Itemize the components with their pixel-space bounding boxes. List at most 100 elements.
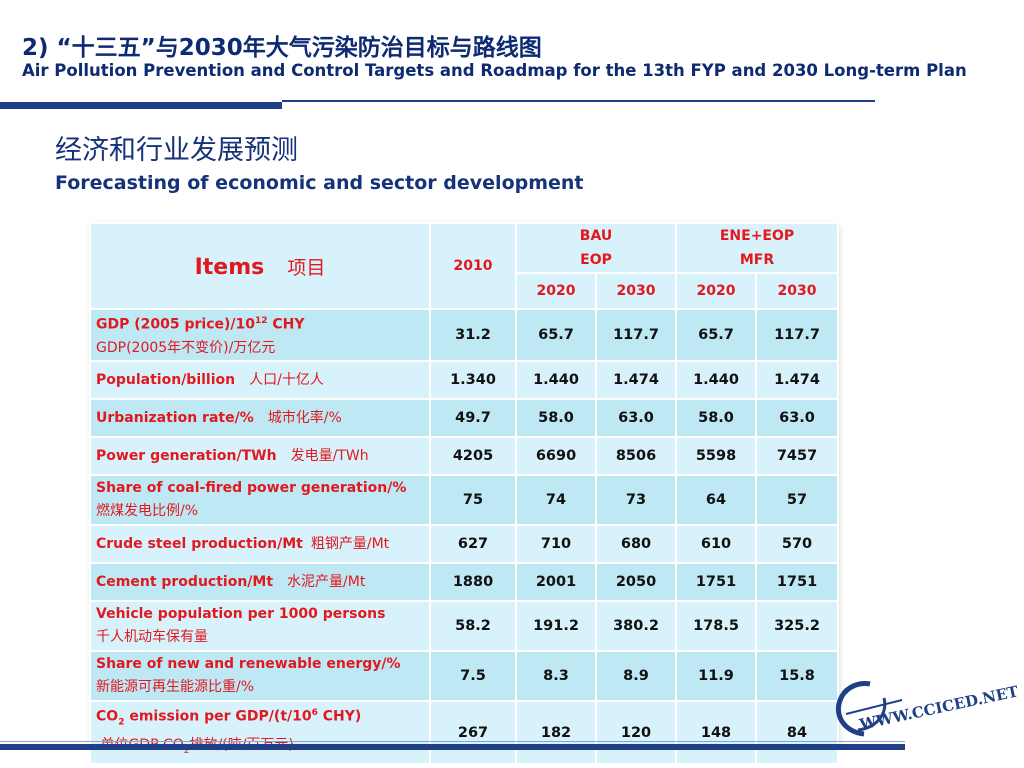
scenario-bau-line1: BAU (579, 228, 613, 244)
footer-rule-thin (0, 741, 905, 742)
row-label-zh: 燃煤发电比例/% (96, 503, 199, 519)
row-label-zh: 新能源可再生能源比重/% (96, 679, 255, 695)
scenario-ene-line2: MFR (739, 252, 775, 268)
row-label-zh: 粗钢产量/Mt (310, 535, 390, 552)
scenario-bau-header: BAU EOP (514, 222, 678, 274)
row-label-en-text: CHY (267, 316, 305, 333)
cell-value: 1880 (429, 562, 517, 602)
year-header: 2020 (515, 272, 597, 310)
section-title-en: Forecasting of economic and sector devel… (55, 172, 584, 194)
row-label-zh: 水泥产量/Mt (287, 573, 366, 590)
cell-value: 1.440 (675, 360, 758, 400)
cell-value: 710 (515, 524, 597, 564)
year-header: 2030 (755, 272, 840, 310)
table-row: Power generation/TWh 发电量/TWh 4205 6690 85… (89, 436, 840, 476)
table-row: CO2 emission per GDP/(t/106 CHY) 单位GDP C… (89, 699, 840, 766)
cell-value: 8.3 (515, 650, 597, 702)
cell-value: 11.9 (675, 650, 758, 702)
cell-value: 1.474 (594, 360, 678, 400)
row-label-en-sup: 12 (255, 316, 268, 327)
row-label: Vehicle population per 1000 persons 千人机动… (89, 600, 431, 652)
forecast-table: Items 项目 2010 BAU EOP ENE+EOP MFR 2020 2… (89, 222, 840, 766)
row-label-en-text: CO (96, 708, 119, 725)
table-row: GDP (2005 price)/1012 CHY GDP(2005年不变价)/… (89, 308, 840, 362)
cell-value: 5598 (675, 436, 758, 476)
title-divider-thick (0, 102, 282, 109)
cell-value: 267 (429, 699, 517, 766)
cell-value: 58.0 (675, 398, 758, 438)
table-row: Cement production/Mt 水泥产量/Mt 1880 2001 20… (89, 562, 840, 602)
cell-value: 610 (675, 524, 758, 564)
cell-value: 74 (515, 474, 597, 526)
row-label: GDP (2005 price)/1012 CHY GDP(2005年不变价)/… (89, 308, 431, 362)
row-label: Cement production/Mt 水泥产量/Mt (89, 562, 431, 602)
row-label-en-text: emission per GDP/(t/10 (124, 708, 312, 725)
cell-value: 8.9 (594, 650, 678, 702)
year-header: 2020 (675, 272, 758, 310)
row-label-zh: 发电量/TWh (290, 447, 369, 464)
cell-value: 57 (755, 474, 840, 526)
cell-value: 117.7 (755, 308, 840, 362)
cell-value: 6690 (515, 436, 597, 476)
cell-value: 2050 (594, 562, 678, 602)
items-header: Items 项目 (89, 222, 431, 310)
cell-value: 1751 (755, 562, 840, 602)
row-label-en-sub: 2 (118, 717, 125, 728)
cell-value: 178.5 (675, 600, 758, 652)
cell-value: 1.340 (429, 360, 517, 400)
cell-value: 148 (675, 699, 758, 766)
items-header-zh: 项目 (287, 256, 326, 279)
cell-value: 63.0 (755, 398, 840, 438)
cell-value: 7.5 (429, 650, 517, 702)
row-label-en: Population/billion (96, 371, 236, 388)
row-label: Share of coal-fired power generation/% 燃… (89, 474, 431, 526)
cell-value: 1.474 (755, 360, 840, 400)
items-header-en: Items (194, 254, 265, 280)
cell-value: 65.7 (675, 308, 758, 362)
row-label-zh: 千人机动车保有量 (96, 629, 208, 645)
scenario-ene-header: ENE+EOP MFR (675, 222, 840, 274)
cell-value: 627 (429, 524, 517, 564)
cell-value: 84 (755, 699, 840, 766)
row-label-en-text: CHY) (317, 708, 362, 725)
title-divider-thin (282, 100, 875, 102)
cell-value: 58.0 (515, 398, 597, 438)
row-label-en-sup: 6 (311, 708, 318, 718)
cell-value: 380.2 (594, 600, 678, 652)
table-row: Crude steel production/Mt 粗钢产量/Mt 627 710… (89, 524, 840, 564)
scenario-ene-line1: ENE+EOP (719, 228, 795, 244)
row-label-en: Power generation/TWh (96, 447, 277, 464)
cell-value: 4205 (429, 436, 517, 476)
section-title-zh: 经济和行业发展预测 (55, 135, 298, 166)
row-label-en: CO2 emission per GDP/(t/106 CHY) (96, 702, 424, 734)
base-year-header: 2010 (429, 222, 517, 310)
forecast-table-container: Items 项目 2010 BAU EOP ENE+EOP MFR 2020 2… (89, 222, 840, 766)
cell-value: 570 (755, 524, 840, 564)
table-row: Share of new and renewable energy/% 新能源可… (89, 650, 840, 702)
cell-value: 120 (594, 699, 678, 766)
row-label: Share of new and renewable energy/% 新能源可… (89, 650, 431, 702)
cell-value: 65.7 (515, 308, 597, 362)
row-label-en-text: GDP (2005 price)/10 (96, 316, 255, 333)
table-row: Share of coal-fired power generation/% 燃… (89, 474, 840, 526)
row-label-en: Share of new and renewable energy/% (96, 656, 401, 672)
row-label-zh: 城市化率/% (267, 409, 342, 426)
cell-value: 64 (675, 474, 758, 526)
cell-value: 31.2 (429, 308, 517, 362)
slide-subtitle: Air Pollution Prevention and Control Tar… (22, 61, 967, 80)
table-row: Urbanization rate/% 城市化率/% 49.7 58.0 63.0… (89, 398, 840, 438)
row-label: Power generation/TWh 发电量/TWh (89, 436, 431, 476)
year-header: 2030 (594, 272, 678, 310)
row-label-zh: GDP(2005年不变价)/万亿元 (96, 339, 276, 356)
cell-value: 8506 (594, 436, 678, 476)
scenario-bau-line2: EOP (580, 252, 612, 268)
table-row: Population/billion 人口/十亿人 1.340 1.440 1.4… (89, 360, 840, 400)
row-label-zh-sub: 2 (183, 746, 190, 757)
cell-value: 2001 (515, 562, 597, 602)
row-label: Crude steel production/Mt 粗钢产量/Mt (89, 524, 431, 564)
row-label-en: Vehicle population per 1000 persons (96, 606, 386, 622)
row-label: CO2 emission per GDP/(t/106 CHY) 单位GDP C… (89, 699, 431, 766)
row-label: Population/billion 人口/十亿人 (89, 360, 431, 400)
cell-value: 7457 (755, 436, 840, 476)
row-label-en: Share of coal-fired power generation/% (96, 480, 407, 496)
